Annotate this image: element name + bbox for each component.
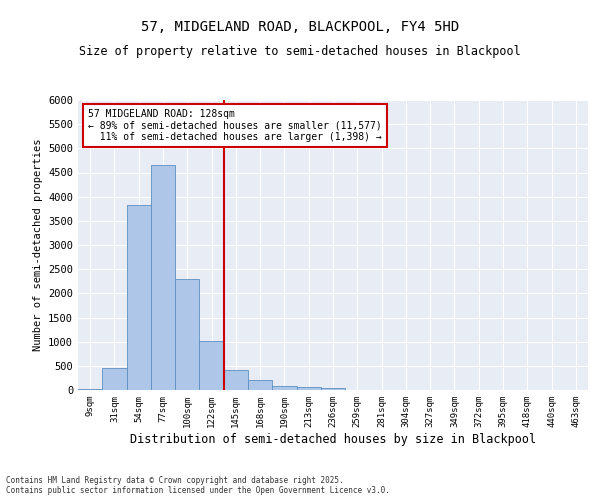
Bar bbox=[224, 370, 248, 390]
Bar bbox=[321, 388, 345, 390]
Y-axis label: Number of semi-detached properties: Number of semi-detached properties bbox=[32, 138, 43, 352]
Bar bbox=[151, 165, 175, 390]
Text: 57 MIDGELAND ROAD: 128sqm
← 89% of semi-detached houses are smaller (11,577)
  1: 57 MIDGELAND ROAD: 128sqm ← 89% of semi-… bbox=[88, 108, 382, 142]
Bar bbox=[248, 380, 272, 390]
Bar bbox=[102, 368, 127, 390]
Text: Size of property relative to semi-detached houses in Blackpool: Size of property relative to semi-detach… bbox=[79, 45, 521, 58]
Bar bbox=[78, 388, 102, 390]
Bar bbox=[296, 387, 321, 390]
Text: Contains HM Land Registry data © Crown copyright and database right 2025.
Contai: Contains HM Land Registry data © Crown c… bbox=[6, 476, 390, 495]
Text: 57, MIDGELAND ROAD, BLACKPOOL, FY4 5HD: 57, MIDGELAND ROAD, BLACKPOOL, FY4 5HD bbox=[141, 20, 459, 34]
X-axis label: Distribution of semi-detached houses by size in Blackpool: Distribution of semi-detached houses by … bbox=[130, 432, 536, 446]
Bar bbox=[127, 206, 151, 390]
Bar bbox=[272, 386, 296, 390]
Bar bbox=[175, 279, 199, 390]
Bar bbox=[199, 341, 224, 390]
